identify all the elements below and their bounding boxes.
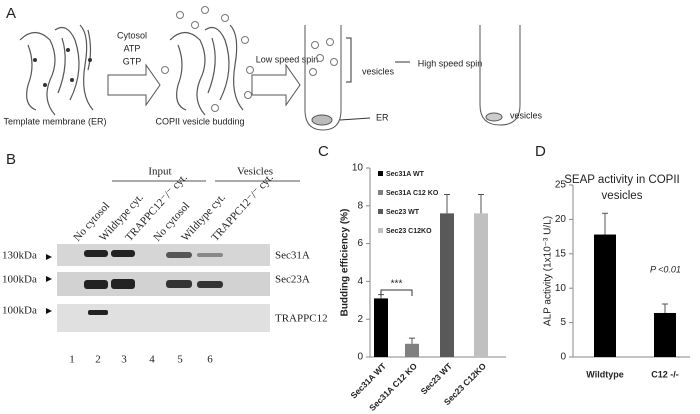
- y-tick-label: 10: [352, 163, 364, 174]
- legend-label: Sec31A C12 KO: [386, 190, 439, 197]
- blot-strip: [57, 304, 270, 332]
- lane-number: 6: [207, 354, 213, 366]
- legend-label: Sec23 WT: [386, 209, 420, 216]
- protein-label: TRAPPC12: [275, 313, 328, 325]
- error-bar: [409, 337, 415, 344]
- copii-budding: [161, 6, 254, 116]
- weight-label: 100kDa: [2, 274, 37, 286]
- y-axis-label: ALP activity (1x10⁻³ U/L): [543, 216, 554, 326]
- label: High speed spin: [418, 58, 483, 68]
- legend-label: Sec23 C12KO: [386, 228, 432, 235]
- y-tick-label: 10: [555, 283, 567, 294]
- x-tick-label: Sec23 WT: [419, 360, 455, 396]
- panel-letter: B: [6, 151, 16, 168]
- header: Vesicles: [237, 166, 273, 178]
- y-tick-label: 6: [357, 238, 363, 249]
- template-membrane: [19, 24, 94, 116]
- y-tick-label: 20: [555, 214, 567, 225]
- label: vesicles: [510, 110, 543, 120]
- legend-swatch: [378, 209, 383, 214]
- panel-letter: A: [6, 5, 16, 22]
- legend-swatch: [378, 171, 383, 176]
- panel-letter: D: [535, 143, 546, 160]
- y-tick-label: 0: [560, 352, 566, 363]
- chart-title: SEAP activity in COPII vesicles: [564, 174, 679, 202]
- label: vesicles: [362, 66, 395, 76]
- blot-strip: [57, 244, 270, 266]
- annotation: ***: [391, 279, 403, 290]
- vesicles: [309, 38, 338, 76]
- protein-label: Sec31A: [275, 250, 310, 262]
- legend-label: Sec31A WT: [386, 171, 425, 178]
- tube: [304, 25, 342, 131]
- bar: [405, 343, 419, 357]
- label: ATP: [124, 43, 141, 53]
- bar: [374, 298, 388, 357]
- weight-label: 130kDa: [2, 250, 37, 262]
- y-tick-label: 15: [555, 248, 567, 259]
- lane-number: 5: [177, 354, 183, 366]
- pellet: [311, 114, 333, 126]
- label: Low speed spin: [256, 54, 319, 64]
- pointer: [339, 117, 371, 121]
- bracket: [380, 289, 413, 296]
- markers: [46, 254, 52, 314]
- y-tick-label: 8: [357, 200, 363, 211]
- y-tick-label: 0: [357, 352, 363, 363]
- bar: [474, 213, 488, 357]
- arrow: [107, 63, 161, 107]
- error-bar: [662, 303, 668, 313]
- legend-swatch: [378, 190, 383, 195]
- x-tick-label: Wildtype: [586, 369, 623, 379]
- legend-swatch: [378, 228, 383, 233]
- label: ER: [376, 112, 389, 122]
- lane-number: 4: [149, 354, 155, 366]
- label: GTP: [123, 56, 142, 66]
- y-tick-label: 4: [357, 276, 363, 287]
- arrow: [251, 63, 301, 107]
- label: Template membrane (ER): [3, 116, 106, 126]
- y-axis-label: Budding efficiency (%): [340, 209, 351, 317]
- x-tick-label: C12 -/-: [651, 369, 679, 379]
- bar: [440, 213, 454, 357]
- lane-number: 2: [95, 354, 101, 366]
- protein-label: Sec23A: [275, 274, 310, 286]
- y-tick-label: 25: [555, 180, 567, 191]
- error-bar: [478, 193, 484, 214]
- y-tick-label: 5: [560, 317, 566, 328]
- header: Input: [148, 166, 171, 178]
- error-bar: [602, 212, 608, 235]
- bar: [654, 312, 676, 357]
- annotation: P <0.01: [650, 264, 681, 274]
- pellet: [485, 112, 503, 122]
- weight-label: 100kDa: [2, 305, 37, 317]
- bar: [594, 234, 616, 357]
- label: Cytosol: [117, 30, 147, 40]
- error-bar: [444, 193, 450, 214]
- y-tick-label: 2: [357, 314, 363, 325]
- panel-letter: C: [318, 143, 329, 160]
- bracket: [346, 37, 352, 83]
- bands: [84, 250, 223, 315]
- lane-number: 1: [69, 354, 75, 366]
- lane-number: 3: [121, 354, 127, 366]
- label: COPII vesicle budding: [155, 116, 244, 126]
- tube: [479, 25, 521, 126]
